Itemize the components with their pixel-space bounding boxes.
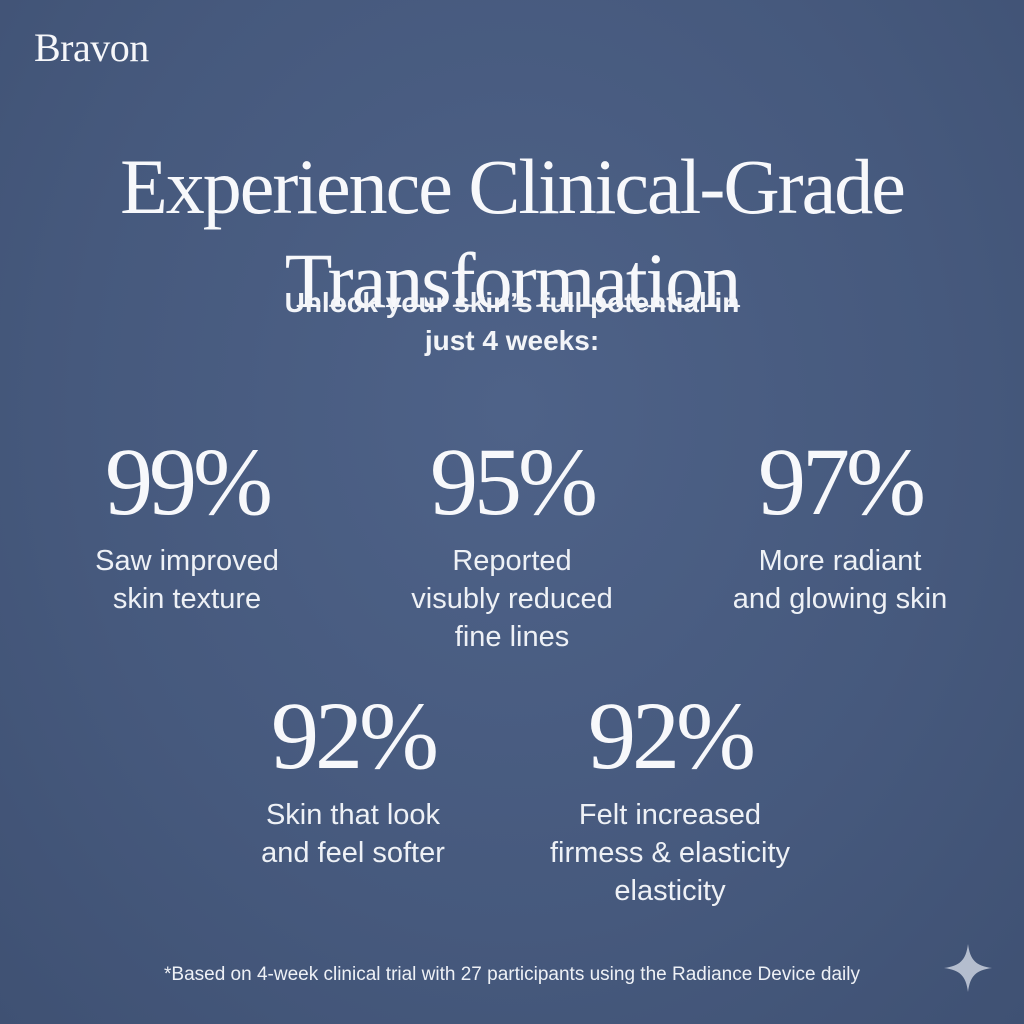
brand-logo: Bravon [34,25,149,70]
stat-value: 95% [430,428,598,535]
stat-value: 99% [105,428,273,535]
stat-label: Felt increased firmess & elasticity elas… [549,799,791,907]
stat-label: Saw improved skin texture [95,545,279,615]
stat-radiance: 97% More radiant and glowing skin [675,432,1005,618]
stat-label: Skin that look and feel softer [261,799,445,869]
footnote: *Based on 4-week clinical trial with 27 … [164,964,860,985]
stat-value: 92% [588,682,756,789]
stat-value: 97% [758,428,926,535]
subheading-line-1: Unlock your skin’s full potential in [284,287,740,318]
stat-firmness: 92% Felt increased firmess & elasticity … [505,686,835,910]
stat-softness: 92% Skin that look and feel softer [188,686,518,872]
stat-label: Reported visubly reduced fine lines [411,545,613,653]
headline-line-2: Transformation [284,237,741,325]
headline-line-1: Experience Clinical-Grade [120,143,906,231]
stat-fine-lines: 95% Reported visubly reduced fine lines [347,432,677,656]
headline: Experience Clinical-Grade Transformation [0,140,1024,328]
subheading-line-2: just 4 weeks: [424,325,600,356]
sparkle-icon [944,944,992,992]
stat-label: More radiant and glowing skin [732,545,948,615]
stat-value: 92% [271,682,439,789]
subheading: Unlock your skin’s full potential in jus… [0,284,1024,360]
stat-texture: 99% Saw improved skin texture [22,432,352,618]
